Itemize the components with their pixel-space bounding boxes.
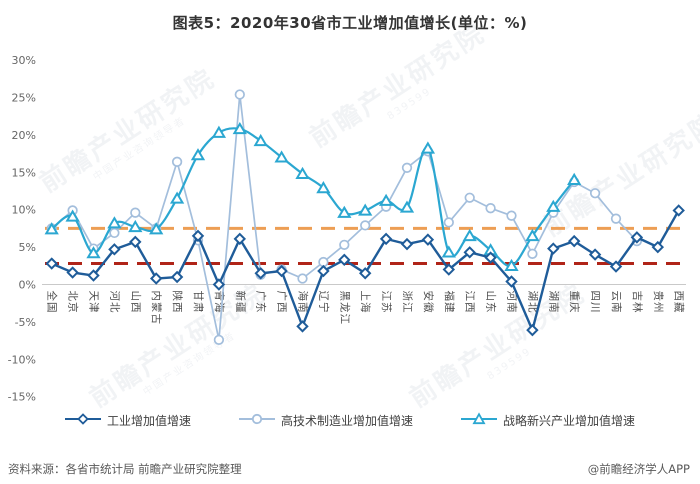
svg-text:贵州: 贵州 [652,291,665,314]
triangle-marker-icon [461,412,497,429]
svg-text:25%: 25% [12,92,36,105]
diamond-marker-icon [64,412,101,429]
legend-label: 工业增加值增速 [106,414,191,428]
svg-text:30%: 30% [12,54,36,67]
legend-item-strategic: 战略新兴产业增加值增速 [461,412,635,429]
chart-footer: 资料来源：各省市统计局 前瞻产业研究院整理 @前瞻经济学人APP [0,454,700,484]
svg-text:河南: 河南 [506,291,519,314]
svg-text:山东: 山东 [485,291,498,314]
svg-text:内蒙古: 内蒙古 [150,291,163,326]
chart-title: 图表5：2020年30省市工业增加值增长(单位：%) [172,14,528,32]
svg-text:北京: 北京 [67,291,80,314]
svg-text:江苏: 江苏 [380,291,393,314]
svg-text:甘肃: 甘肃 [192,291,205,314]
svg-text:广东: 广东 [255,291,268,314]
svg-text:上海: 上海 [359,291,372,314]
legend-label: 战略新兴产业增加值增速 [503,414,636,428]
credit-text: @前瞻经济学人APP [587,462,690,476]
svg-text:福建: 福建 [443,291,456,314]
svg-text:0%: 0% [19,279,36,292]
svg-text:黑龙江: 黑龙江 [338,291,351,326]
svg-text:湖北: 湖北 [526,291,538,314]
svg-text:河北: 河北 [108,291,120,314]
svg-text:-10%: -10% [8,353,36,366]
svg-text:安徽: 安徽 [422,291,435,314]
source-text: 资料来源：各省市统计局 前瞻产业研究院整理 [8,462,242,476]
svg-text:10%: 10% [12,204,36,217]
svg-text:天津: 天津 [88,291,100,314]
svg-text:山西: 山西 [129,291,141,314]
svg-text:-5%: -5% [15,316,36,329]
svg-text:5%: 5% [19,241,36,254]
circle-marker-icon [238,412,275,429]
svg-text:-15%: -15% [8,391,36,404]
svg-text:云南: 云南 [610,291,623,314]
svg-text:全国: 全国 [46,291,59,314]
svg-text:吉林: 吉林 [631,291,644,314]
svg-text:浙江: 浙江 [401,291,413,314]
svg-text:15%: 15% [12,166,36,179]
svg-text:陕西: 陕西 [171,291,184,314]
svg-text:广西: 广西 [276,291,288,314]
legend-item-industrial: 工业增加值增速 [64,412,191,429]
chart-legend: 工业增加值增速 高技术制造业增加值增速 战略新兴产业增加值增速 [0,412,700,429]
svg-text:湖南: 湖南 [547,291,560,314]
svg-text:20%: 20% [12,129,36,142]
svg-text:重庆: 重庆 [568,291,581,314]
svg-text:江西: 江西 [464,291,476,314]
svg-text:海南: 海南 [297,291,310,314]
svg-text:西藏: 西藏 [673,291,685,314]
svg-text:青海: 青海 [213,291,226,314]
svg-text:四川: 四川 [589,291,601,314]
legend-label: 高技术制造业增加值增速 [280,414,413,428]
svg-text:新疆: 新疆 [234,291,247,314]
svg-text:辽宁: 辽宁 [317,291,330,314]
legend-item-hightech: 高技术制造业增加值增速 [238,412,413,429]
